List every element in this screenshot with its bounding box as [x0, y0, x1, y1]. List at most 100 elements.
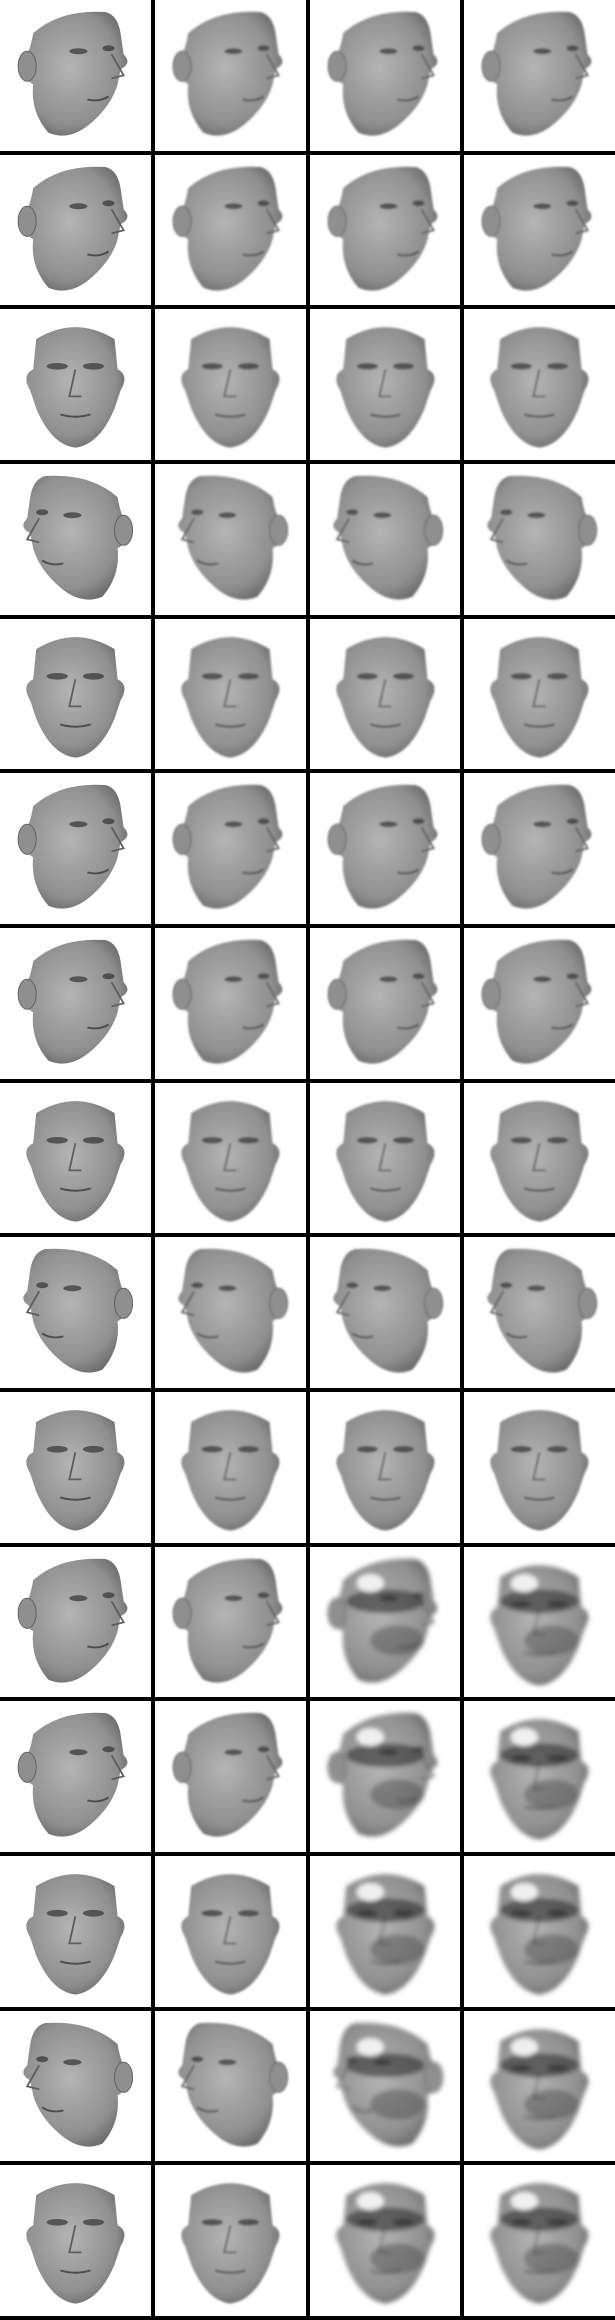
face-image-cell: [0, 1856, 151, 2007]
face: [26, 2183, 125, 2304]
eye: [527, 512, 546, 519]
ear: [327, 824, 347, 856]
mouth: [214, 723, 246, 728]
face-image-cell: [154, 0, 306, 151]
distortion-artifact: [369, 2243, 425, 2274]
mouth: [396, 1023, 419, 1030]
mouth: [551, 868, 574, 875]
face-image-cell: [309, 1082, 461, 1234]
ear: [17, 1752, 37, 1784]
face-image-cell: [309, 928, 461, 1079]
mouth: [241, 250, 264, 257]
distortion-artifact: [500, 1588, 579, 1613]
nose: [265, 1755, 280, 1781]
face: [331, 785, 437, 909]
distortion-artifact: [500, 2207, 579, 2232]
ear: [17, 205, 37, 237]
eye: [224, 976, 243, 983]
ear: [114, 2061, 134, 2093]
face: [486, 11, 592, 136]
eye: [345, 1282, 358, 1289]
distortion-artifact: [345, 2052, 425, 2077]
face-image-cell: [154, 773, 306, 924]
nose: [574, 981, 590, 1008]
face: [177, 166, 283, 291]
eye: [69, 202, 88, 209]
eye: [510, 672, 533, 680]
eye: [392, 363, 414, 370]
distortion-artifact: [524, 1934, 579, 1965]
eye: [46, 1445, 68, 1453]
face: [177, 1713, 283, 1837]
ear: [172, 824, 192, 856]
eye: [257, 818, 270, 825]
eye: [392, 1136, 414, 1144]
nose: [180, 1291, 195, 1317]
eye: [345, 509, 358, 516]
eye: [378, 202, 397, 209]
eye: [69, 1594, 88, 1601]
face-image-cell: [0, 2010, 151, 2162]
mouth: [87, 1023, 110, 1030]
face-image-cell: [0, 1082, 151, 1234]
distortion-artifact: [524, 2243, 579, 2274]
face-image-cell: [0, 0, 151, 151]
nose: [222, 1916, 237, 1945]
face-image-cell: [309, 309, 461, 460]
eye: [378, 821, 397, 828]
face: [177, 1558, 283, 1683]
eye: [257, 1591, 270, 1598]
mouth: [369, 723, 401, 728]
distortion-artifact: [369, 1934, 425, 1965]
face-image-cell: [0, 2165, 151, 2316]
eye: [547, 1445, 569, 1453]
face: [181, 327, 280, 448]
eye: [510, 1136, 533, 1144]
ear: [17, 978, 37, 1010]
face-image-cell: [464, 1701, 615, 1852]
face-image-cell: [154, 1701, 306, 1852]
nose: [420, 827, 435, 853]
eye: [257, 973, 270, 980]
mouth: [505, 1332, 528, 1339]
nose: [377, 1142, 391, 1171]
face: [26, 327, 125, 448]
ear: [172, 1597, 192, 1629]
distortion-artifact: [345, 1588, 425, 1613]
face: [177, 939, 283, 1064]
face-image-cell: [309, 1392, 461, 1543]
eye: [102, 1746, 115, 1753]
eye: [46, 2219, 68, 2226]
eye: [533, 48, 552, 55]
mouth: [241, 1796, 264, 1803]
ear: [17, 824, 37, 856]
mouth: [369, 413, 401, 419]
nose: [420, 208, 435, 234]
eye: [69, 1749, 88, 1756]
eye: [372, 1285, 391, 1292]
mouth: [505, 559, 528, 566]
eye: [201, 1445, 223, 1453]
distortion-artifact: [356, 2037, 384, 2056]
face-image-cell: [309, 464, 461, 615]
eye: [63, 512, 82, 519]
ear: [268, 1288, 288, 1320]
mouth: [351, 2106, 374, 2113]
eye: [510, 363, 533, 370]
face: [22, 939, 128, 1064]
eye: [102, 45, 115, 52]
eye: [201, 363, 223, 370]
mouth: [87, 250, 110, 257]
face: [490, 2183, 589, 2304]
eye: [69, 976, 88, 983]
eye: [547, 672, 569, 680]
eye: [102, 1591, 115, 1598]
ear: [423, 1288, 443, 1320]
eye: [46, 363, 68, 370]
ear: [423, 514, 443, 546]
nose: [420, 53, 435, 80]
nose: [110, 981, 125, 1008]
eye: [190, 509, 204, 516]
eye: [82, 363, 105, 370]
eye: [224, 48, 243, 55]
